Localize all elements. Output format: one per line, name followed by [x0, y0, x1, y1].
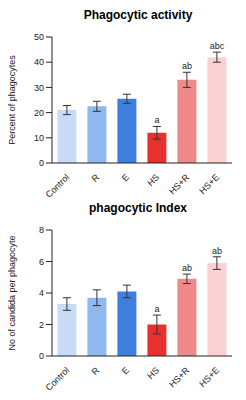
svg-text:R: R — [90, 172, 102, 184]
svg-text:E: E — [120, 365, 131, 376]
svg-text:0: 0 — [39, 351, 44, 361]
svg-text:HS: HS — [145, 365, 161, 381]
svg-text:Control: Control — [44, 365, 72, 393]
svg-text:4: 4 — [39, 288, 44, 298]
svg-text:HS+E: HS+E — [197, 365, 221, 389]
html-text:Phagocytic activity: Phagocytic activity — [83, 8, 193, 22]
svg-text:Control: Control — [44, 172, 72, 200]
svg-text:40: 40 — [34, 57, 44, 67]
svg-text:R: R — [90, 365, 102, 377]
html-text:phagocytic Index: phagocytic Index — [89, 201, 187, 215]
svg-text:HS+R: HS+R — [167, 365, 192, 390]
svg-text:E: E — [120, 172, 131, 183]
svg-text:HS+R: HS+R — [167, 172, 192, 197]
svg-text:8: 8 — [39, 225, 44, 235]
svg-text:20: 20 — [34, 108, 44, 118]
svg-text:ab: ab — [182, 61, 192, 71]
svg-text:abc: abc — [210, 41, 225, 51]
svg-text:ab: ab — [212, 246, 222, 256]
svg-text:HS: HS — [145, 172, 161, 188]
svg-text:0: 0 — [39, 158, 44, 168]
svg-text:No of candida per phagocyte: No of candida per phagocyte — [8, 235, 17, 350]
svg-text:ab: ab — [182, 263, 192, 273]
svg-text:10: 10 — [34, 133, 44, 143]
svg-text:a: a — [154, 115, 159, 125]
svg-text:6: 6 — [39, 257, 44, 267]
svg-text:50: 50 — [34, 32, 44, 42]
svg-text:2: 2 — [39, 320, 44, 330]
svg-text:a: a — [154, 304, 159, 314]
svg-text:Percent of phagocytes: Percent of phagocytes — [8, 55, 17, 145]
svg-text:30: 30 — [34, 83, 44, 93]
svg-text:HS+E: HS+E — [197, 172, 221, 196]
